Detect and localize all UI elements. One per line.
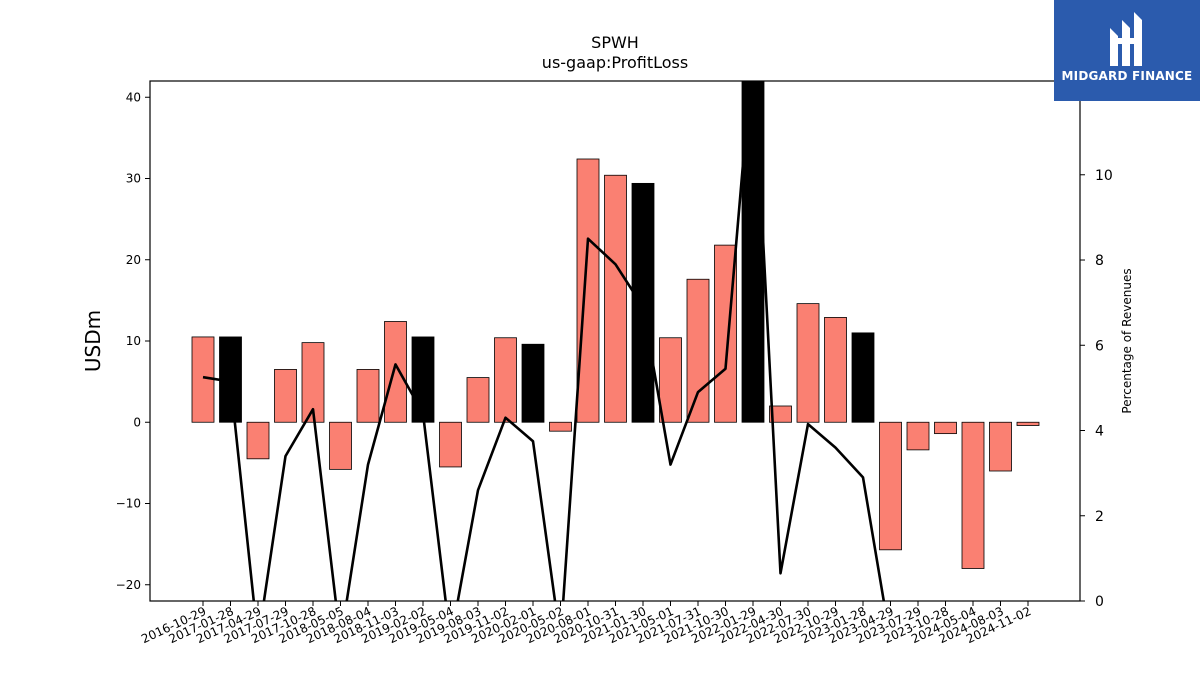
bar-2023-10-28	[934, 421, 957, 435]
bar-2019-05-04	[439, 421, 462, 468]
bar-2024-11-02	[1016, 421, 1040, 426]
bar-2021-01-30	[631, 182, 655, 423]
y2-tick-label: 0	[1095, 594, 1104, 610]
y2-axis-label: Percentage of Revenues	[1120, 268, 1134, 413]
chart-title: SPWH	[591, 33, 639, 52]
y-tick-label: 10	[126, 334, 141, 348]
chart-subtitle: us-gaap:ProfitLoss	[542, 53, 688, 72]
y-tick-label: 40	[126, 90, 141, 104]
y-tick-label: 30	[126, 172, 141, 186]
y-tick-label: 0	[133, 415, 141, 429]
logo-mark-icon	[1110, 12, 1142, 66]
bar-2024-05-04	[961, 421, 985, 569]
brand-logo: MIDGARD FINANCE	[1054, 0, 1200, 101]
bar-2022-10-29	[824, 317, 847, 423]
brand-name: MIDGARD FINANCE	[1061, 69, 1193, 83]
bar-2023-07-29	[906, 421, 930, 451]
bar-2017-07-29	[274, 369, 297, 423]
bar-2024-08-03	[989, 421, 1012, 472]
bar-2022-04-30	[769, 405, 792, 423]
bar-2017-10-28	[301, 342, 325, 423]
y-tick-label: −10	[116, 497, 141, 511]
bar-2019-08-03	[466, 377, 490, 423]
bar-2020-10-31	[604, 174, 627, 423]
bar-2023-01-28	[851, 332, 875, 423]
y-tick-label: 20	[126, 253, 141, 267]
bar-2017-04-29	[246, 421, 270, 460]
bar-2018-05-05	[329, 421, 352, 470]
bar-2018-11-03	[384, 321, 407, 423]
bar-2019-02-02	[411, 336, 435, 423]
bar-2020-08-01	[576, 158, 600, 423]
bar-2020-05-02	[549, 421, 572, 432]
y2-tick-label: 2	[1095, 509, 1104, 525]
y2-tick-label: 10	[1095, 168, 1113, 184]
y-tick-label: −20	[116, 578, 141, 592]
bar-2019-11-02	[494, 337, 517, 423]
bar-2023-04-29	[879, 421, 902, 551]
y2-tick-label: 6	[1095, 338, 1104, 354]
y2-tick-label: 8	[1095, 253, 1104, 269]
bar-2021-07-31	[686, 278, 710, 423]
bar-2022-07-30	[796, 303, 820, 423]
y-axis-label: USDm	[81, 310, 105, 372]
revenue-percentage-line	[202, 81, 886, 601]
y2-tick-label: 4	[1095, 424, 1104, 440]
bar-2021-05-01	[659, 337, 682, 423]
bar-2020-02-01	[521, 343, 545, 423]
bar-2018-08-04	[356, 369, 380, 423]
